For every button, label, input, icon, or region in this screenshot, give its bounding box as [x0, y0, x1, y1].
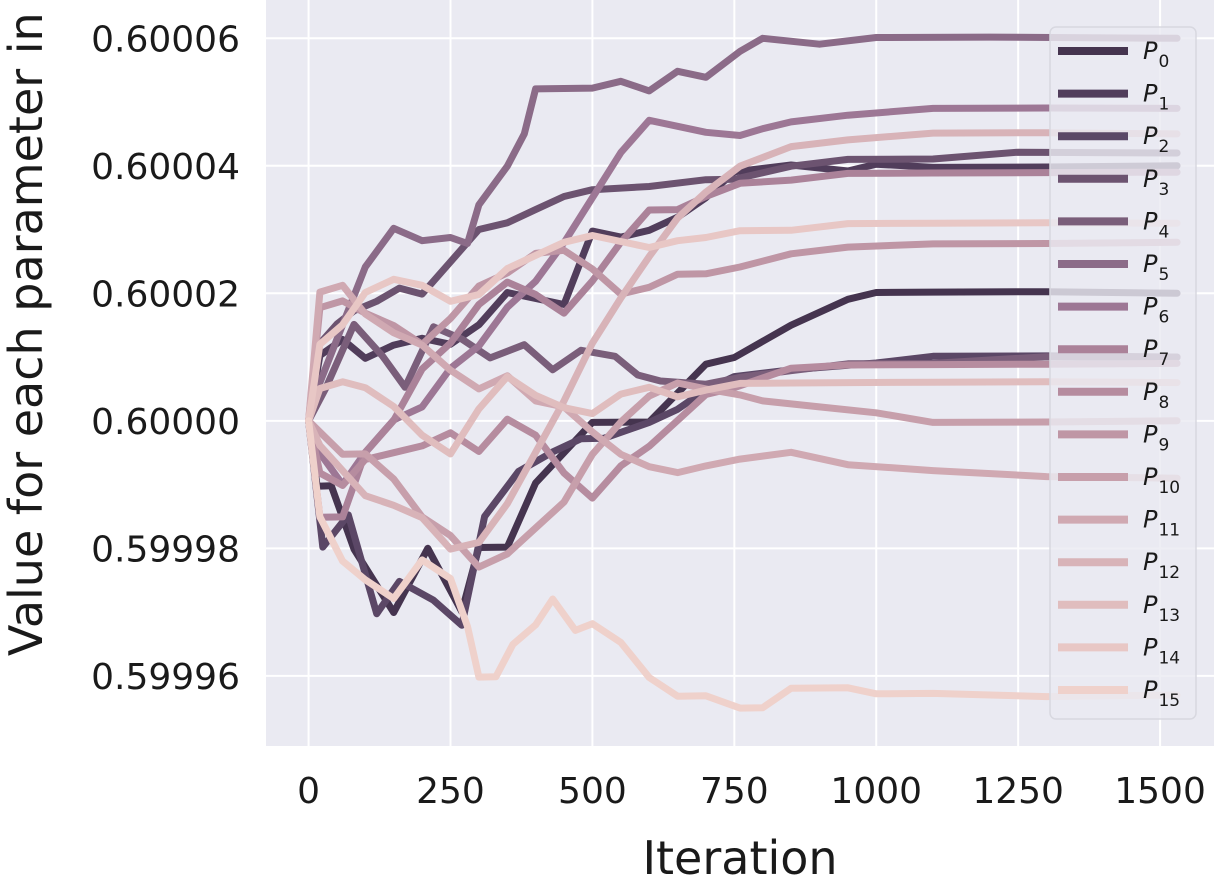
legend-entry: P14 — [1143, 633, 1180, 668]
series-line-p5 — [305, 33, 1181, 425]
legend-entry: P4 — [1143, 207, 1169, 242]
y-axis-ticks: 0.59996 0.59998 0.60000 0.60002 0.60004 0.600… — [91, 19, 240, 698]
x-axis-label: Iteration — [642, 831, 837, 885]
x-tick-label: 750 — [700, 771, 769, 812]
series-line-p8 — [305, 359, 1181, 502]
legend-entry: P12 — [1143, 548, 1180, 583]
series-line-p11 — [305, 281, 1181, 482]
legend-entry: P7 — [1143, 335, 1169, 370]
legend-entry: P10 — [1143, 463, 1180, 498]
legend-entry: P3 — [1143, 165, 1169, 200]
legend-entry: P8 — [1143, 378, 1169, 413]
x-tick-label: 250 — [416, 771, 485, 812]
y-tick-label: 0.60000 — [91, 402, 240, 443]
legend-entry: P15 — [1143, 676, 1180, 711]
series-line-p10 — [305, 379, 1181, 571]
series-line-p12 — [305, 129, 1181, 553]
y-tick-label: 0.59996 — [91, 657, 240, 698]
series-layer — [305, 33, 1181, 712]
series-line-p14 — [305, 219, 1181, 425]
x-tick-label: 500 — [558, 771, 627, 812]
legend-entry: P13 — [1143, 591, 1180, 626]
legend-box — [1049, 26, 1197, 720]
legend-entry: P2 — [1143, 122, 1169, 157]
legend-entry: P6 — [1143, 293, 1169, 328]
legend-entry: P0 — [1143, 37, 1169, 72]
y-axis-label: Value for each parameter in P — [0, 0, 53, 656]
series-line-p15 — [305, 417, 1181, 712]
legend-entry: P5 — [1143, 250, 1169, 285]
legend: P0 P1 P2 P3 P4 P5 P6 P7 P8 P9 P10 P11 P12 P13 P14 P15 — [1049, 26, 1197, 720]
series-line-p7 — [305, 168, 1181, 521]
legend-entry: P11 — [1143, 506, 1180, 541]
y-tick-label: 0.60004 — [91, 147, 240, 188]
y-tick-label: 0.60006 — [91, 19, 240, 60]
x-tick-label: 0 — [297, 771, 320, 812]
y-tick-label: 0.59998 — [91, 529, 240, 570]
x-axis-ticks: 0 250 500 750 1000 1250 1500 — [297, 771, 1206, 812]
y-tick-label: 0.60002 — [91, 274, 240, 315]
legend-entry: P1 — [1143, 80, 1169, 115]
x-tick-label: 1000 — [830, 771, 922, 812]
x-tick-label: 1250 — [972, 771, 1064, 812]
series-line-p13 — [305, 373, 1181, 458]
legend-entry: P9 — [1143, 420, 1169, 455]
series-line-p1 — [305, 160, 1181, 425]
x-tick-label: 1500 — [1114, 771, 1206, 812]
